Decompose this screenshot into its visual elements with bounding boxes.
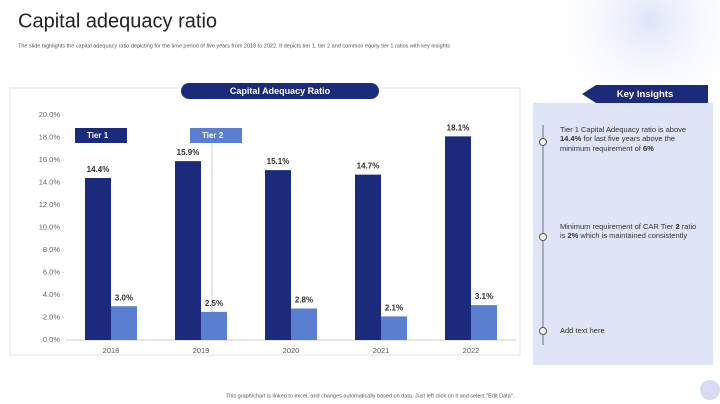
y-tick-label: 20.0% [39,110,61,119]
slide-title: Capital adequacy ratio [18,10,217,32]
timeline-dot [539,327,547,335]
legend-label: Tier 2 [202,131,224,140]
legend-label: Tier 1 [87,131,109,140]
insight: Tier 1 Capital Adequacy ratio is above 1… [560,125,700,153]
data-label: 3.0% [115,293,133,302]
y-tick-label: 10.0% [39,222,61,231]
y-tick-label: 6.0% [43,267,60,276]
timeline-dot [539,233,547,241]
data-label: 15.9% [177,148,200,157]
data-label: 2.5% [205,299,223,308]
timeline-dot [539,138,547,146]
insight: Add text here [560,326,700,335]
bar [111,306,137,340]
data-label: 18.1% [447,123,470,132]
bar [291,308,317,340]
x-tick-label: 2021 [373,346,390,355]
bar [265,170,291,340]
bar [355,174,381,340]
insight-text: for last five years above the minimum re… [560,134,676,153]
insight-text: which is maintained consistently [578,231,688,241]
data-label: 14.7% [357,162,380,171]
y-tick-label: 12.0% [39,200,61,209]
insight-text: Tier 1 Capital Adequacy ratio is above [560,125,687,134]
insights-title: Key Insights [617,89,674,100]
insight-text: Minimum requirement of CAR Tier [560,222,676,231]
insights-header-bg [582,85,708,103]
chart-title-bg [181,83,379,99]
insight-text: Add text here [560,326,605,335]
data-label: 15.1% [267,157,290,166]
y-tick-label: 8.0% [43,245,60,254]
legend-swatch [190,128,242,143]
insight-text: ratio is [560,222,697,241]
decoration [700,380,720,400]
data-label: 14.4% [87,165,110,174]
insights-panel [533,103,713,365]
x-tick-label: 2022 [463,346,480,355]
slide-subtitle: The slide highlights the capital adequac… [18,43,450,49]
insight-text: 2 [675,222,680,231]
insight: Minimum requirement of CAR Tier 2 ratio … [560,222,700,241]
insight-text: 14.4% [560,134,582,144]
y-tick-label: 18.0% [39,132,61,141]
data-label: 2.1% [385,303,403,312]
bar [175,161,201,340]
bar [471,305,497,340]
x-tick-label: 2019 [193,346,210,355]
bar [201,311,227,340]
insight-text: 6% [642,143,654,153]
y-tick-label: 4.0% [43,290,60,299]
y-tick-label: 0.0% [43,335,60,344]
y-tick-label: 16.0% [39,155,61,164]
bar [445,136,471,340]
x-tick-label: 2018 [103,346,120,355]
bar [85,178,111,340]
y-tick-label: 14.0% [39,177,61,186]
data-label: 3.1% [475,292,493,301]
data-label: 2.8% [295,296,313,305]
chart-title: Capital Adequacy Ratio [230,86,331,96]
legend-swatch [75,128,127,143]
footer-note: This graph/chart is linked to excel, and… [226,393,515,399]
x-tick-label: 2020 [283,346,300,355]
bar [381,316,407,340]
insight-text: 2% [567,231,579,241]
y-tick-label: 2.0% [43,312,60,321]
